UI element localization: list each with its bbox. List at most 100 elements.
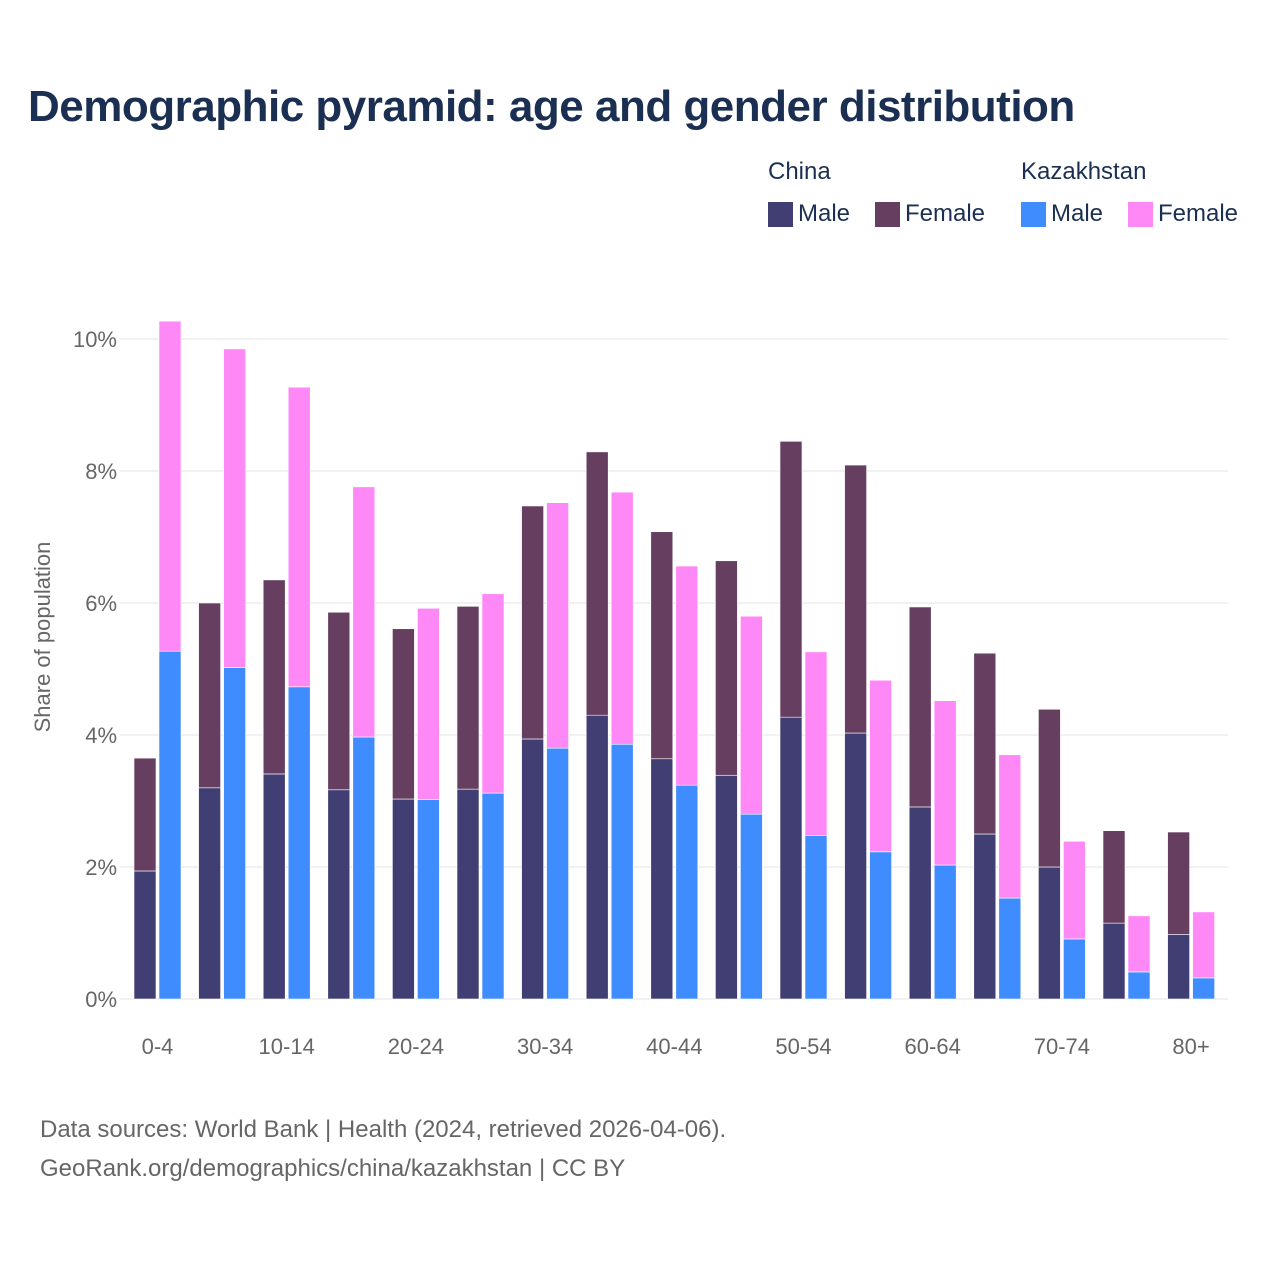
- bar-china-female-0-4[interactable]: [133, 757, 157, 872]
- legend-item-kazakhstan-male[interactable]: Male: [1021, 200, 1103, 228]
- bar-kazakhstan-male-10-14[interactable]: [287, 686, 311, 1000]
- bar-china-male-80+[interactable]: [1167, 934, 1190, 1000]
- bar-china-female-15-19[interactable]: [327, 611, 351, 791]
- bar-china-male-30-34[interactable]: [521, 738, 544, 1000]
- bar-china-female-20-24[interactable]: [392, 628, 415, 800]
- bar-kazakhstan-male-45-49[interactable]: [740, 813, 763, 1000]
- legend-swatch: [1128, 201, 1153, 227]
- bar-china-male-70-74[interactable]: [1038, 866, 1061, 1000]
- bar-kazakhstan-female-30-34[interactable]: [546, 502, 569, 749]
- bar-china-female-10-14[interactable]: [262, 579, 286, 775]
- bar-china-male-40-44[interactable]: [650, 758, 674, 1000]
- bar-china-female-50-54[interactable]: [779, 440, 803, 718]
- bar-china-male-60-64[interactable]: [908, 806, 932, 1000]
- legend-label: Female: [905, 200, 986, 227]
- x-tick-label: 10-14: [259, 1034, 315, 1059]
- y-tick-label: 10%: [73, 327, 117, 352]
- x-tick-label: 60-64: [905, 1034, 961, 1059]
- x-tick-label: 50-54: [775, 1034, 831, 1059]
- bar-kazakhstan-male-60-64[interactable]: [933, 864, 957, 1000]
- bar-china-male-50-54[interactable]: [779, 716, 803, 1000]
- y-tick-label: 6%: [85, 591, 117, 616]
- bar-china-female-40-44[interactable]: [650, 531, 674, 760]
- bar-kazakhstan-female-20-24[interactable]: [417, 607, 440, 800]
- legend-label: Male: [798, 200, 851, 227]
- y-axis-label: Share of population: [30, 542, 55, 733]
- legend-group-china: China: [768, 158, 831, 185]
- bar-china-male-20-24[interactable]: [392, 798, 415, 1000]
- bar-kazakhstan-male-50-54[interactable]: [804, 835, 828, 1000]
- bar-kazakhstan-female-50-54[interactable]: [804, 651, 828, 836]
- bar-china-male-0-4[interactable]: [133, 870, 157, 1000]
- chart-title: Demographic pyramid: age and gender dist…: [28, 82, 1075, 131]
- bar-kazakhstan-male-35-39[interactable]: [610, 743, 634, 1000]
- bar-kazakhstan-female-0-4[interactable]: [158, 320, 182, 652]
- attribution-line: GeoRank.org/demographics/china/kazakhsta…: [40, 1155, 626, 1182]
- legend-item-china-female[interactable]: Female: [875, 200, 985, 228]
- bar-kazakhstan-female-5-9[interactable]: [223, 348, 246, 668]
- bar-china-female-35-39[interactable]: [585, 451, 609, 716]
- y-tick-label: 4%: [85, 723, 117, 748]
- bar-china-female-45-49[interactable]: [715, 560, 738, 776]
- bar-kazakhstan-female-55-59[interactable]: [869, 679, 892, 853]
- bar-kazakhstan-male-80+[interactable]: [1192, 977, 1215, 1000]
- legend-swatch: [768, 201, 793, 227]
- x-tick-label: 30-34: [517, 1034, 573, 1059]
- bar-china-male-10-14[interactable]: [262, 773, 286, 1000]
- bar-china-male-65-69[interactable]: [973, 833, 997, 1000]
- bar-kazakhstan-female-25-29[interactable]: [481, 593, 505, 794]
- bar-kazakhstan-female-70-74[interactable]: [1063, 840, 1086, 940]
- bar-china-female-55-59[interactable]: [844, 464, 867, 734]
- legend-item-china-male[interactable]: Male: [768, 200, 850, 228]
- x-tick-label: 20-24: [388, 1034, 444, 1059]
- legend-swatch: [875, 201, 900, 227]
- bar-kazakhstan-male-20-24[interactable]: [417, 799, 440, 1000]
- bar-china-female-5-9[interactable]: [198, 602, 221, 789]
- bar-china-male-35-39[interactable]: [585, 714, 609, 1000]
- legend-group-kazakhstan: Kazakhstan: [1021, 158, 1147, 185]
- bar-kazakhstan-male-65-69[interactable]: [998, 897, 1022, 1000]
- bar-kazakhstan-female-45-49[interactable]: [740, 615, 763, 815]
- bar-kazakhstan-female-60-64[interactable]: [933, 700, 957, 866]
- bar-china-female-75-79[interactable]: [1102, 830, 1126, 924]
- y-tick-label: 8%: [85, 459, 117, 484]
- bar-kazakhstan-female-35-39[interactable]: [610, 491, 634, 745]
- y-tick-label: 2%: [85, 855, 117, 880]
- bar-kazakhstan-male-5-9[interactable]: [223, 667, 246, 1000]
- bar-china-female-65-69[interactable]: [973, 652, 997, 835]
- bar-kazakhstan-female-75-79[interactable]: [1127, 915, 1151, 973]
- legend-swatch: [1021, 201, 1046, 227]
- bar-china-male-75-79[interactable]: [1102, 922, 1126, 1000]
- bar-kazakhstan-male-0-4[interactable]: [158, 650, 182, 1000]
- bar-kazakhstan-male-25-29[interactable]: [481, 792, 505, 1000]
- legend-label: Male: [1051, 200, 1104, 227]
- bar-china-male-25-29[interactable]: [456, 788, 480, 1000]
- bar-china-female-60-64[interactable]: [908, 606, 932, 808]
- bar-china-female-70-74[interactable]: [1038, 708, 1061, 868]
- x-tick-label: 80+: [1172, 1034, 1209, 1059]
- legend-item-kazakhstan-female[interactable]: Female: [1128, 200, 1238, 228]
- bar-china-male-45-49[interactable]: [715, 774, 738, 1000]
- bar-kazakhstan-male-55-59[interactable]: [869, 851, 892, 1000]
- x-tick-label: 70-74: [1034, 1034, 1090, 1059]
- bar-kazakhstan-female-10-14[interactable]: [287, 386, 311, 688]
- bar-kazakhstan-female-15-19[interactable]: [352, 486, 376, 738]
- x-tick-label: 0-4: [142, 1034, 174, 1059]
- bar-kazakhstan-male-40-44[interactable]: [675, 784, 699, 1000]
- bar-kazakhstan-female-65-69[interactable]: [998, 754, 1022, 899]
- bar-kazakhstan-female-40-44[interactable]: [675, 565, 699, 786]
- x-tick-label: 40-44: [646, 1034, 702, 1059]
- bar-kazakhstan-male-75-79[interactable]: [1127, 971, 1151, 1000]
- bar-china-female-25-29[interactable]: [456, 605, 480, 790]
- bar-kazakhstan-female-80+[interactable]: [1192, 911, 1215, 979]
- bar-china-female-80+[interactable]: [1167, 831, 1190, 935]
- bar-kazakhstan-male-30-34[interactable]: [546, 747, 569, 1000]
- bar-china-male-55-59[interactable]: [844, 732, 867, 1000]
- bar-china-male-5-9[interactable]: [198, 787, 221, 1000]
- bar-china-female-30-34[interactable]: [521, 505, 544, 740]
- bar-kazakhstan-male-70-74[interactable]: [1063, 938, 1086, 1000]
- bar-china-male-15-19[interactable]: [327, 789, 351, 1000]
- y-tick-label: 0%: [85, 987, 117, 1012]
- bar-kazakhstan-male-15-19[interactable]: [352, 736, 376, 1000]
